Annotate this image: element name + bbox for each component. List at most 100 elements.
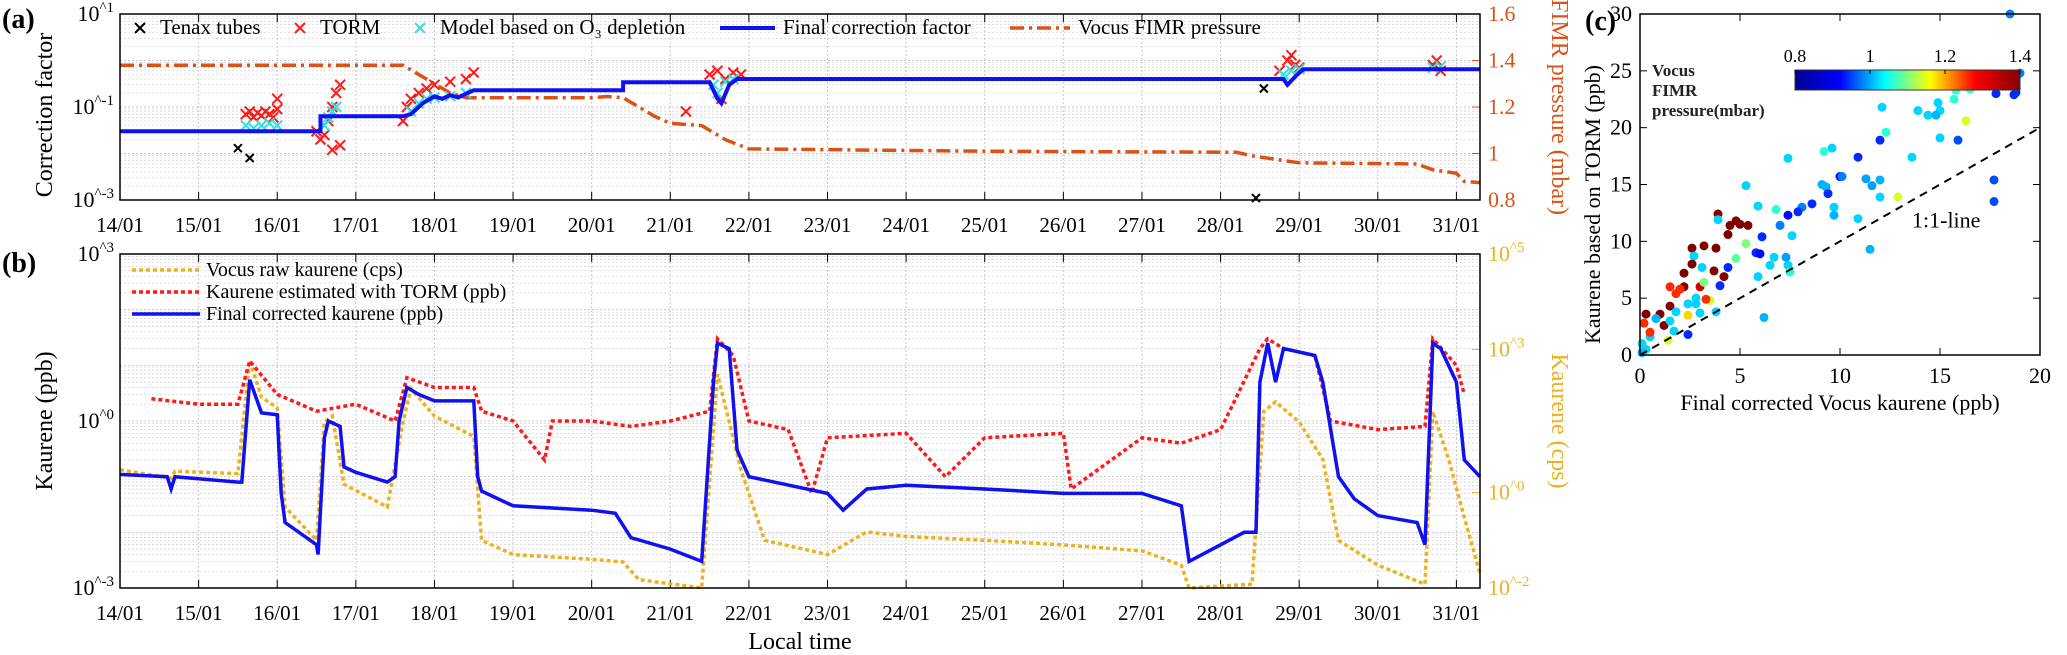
colorbar-label: Vocus [1652,61,1695,80]
scatter-point [1645,327,1655,337]
scatter-point [1787,231,1797,241]
x-tick-label: 24/01 [882,601,930,625]
panel-a-frame [119,13,1481,201]
x-tick-label: 10 [1829,363,1851,388]
scatter-point [1687,259,1697,269]
scatter-point [1699,277,1709,287]
scatter-point [1683,299,1693,309]
torm-marker [428,79,441,91]
scatter-point [1953,135,1963,145]
scatter-point [1759,312,1769,322]
torm-marker [1431,54,1443,67]
torm-marker [1285,49,1298,61]
scatter-point [1695,308,1705,318]
torm-marker [468,66,480,79]
y-axis-label-right: Kaurene (cps) [1546,353,1572,488]
panel-b-frame [119,253,1481,589]
torm-marker [326,101,338,113]
y-axis-label: Kaurene (ppb) [32,351,58,490]
panel-c-frame [1639,13,2041,356]
final-kaurene-line [119,339,1482,565]
y-tick-label-right: 1 [1488,141,1499,166]
y-tick-label: 10^0 [77,407,114,433]
x-axis-label: Local time [748,629,851,655]
scatter-point [1821,182,1831,192]
tenax-marker [245,153,255,163]
scatter-point [1829,210,1839,220]
model-marker [240,119,252,132]
y-tick-label: 25 [1610,58,1632,83]
model-marker [413,97,425,110]
torm-marker [444,75,456,88]
y-tick-label: 30 [1610,1,1632,26]
scatter-point [1807,199,1817,209]
scatter-point [1741,181,1751,191]
y-tick-label: 10^1 [77,0,114,26]
torm-marker [405,93,417,105]
colorbar-gradient [1794,69,2021,91]
scatter-point [1819,147,1829,157]
x-tick-label: 31/01 [1432,601,1480,625]
x-tick-label: 29/01 [1275,601,1323,625]
torm-marker [680,105,692,118]
x-tick-label: 19/01 [489,601,537,625]
scatter-point [1769,252,1779,262]
y-tick-label-right: 1.6 [1488,1,1516,26]
scatter-point [1651,314,1661,324]
torm-marker [703,68,716,81]
scatter-point [1989,175,1999,185]
scatter-point [1881,127,1891,137]
scatter-point [1713,215,1723,225]
x-tick-label: 18/01 [411,601,459,625]
panel-label-c: (c) [1585,6,1616,37]
scatter-point [2009,90,2019,100]
legend-torm-marker [294,22,306,34]
x-tick-label: 20/01 [568,601,616,625]
x-tick-label: 27/01 [1118,213,1166,237]
torm-marker [460,73,472,85]
scatter-point [1683,330,1693,340]
scatter-point [1877,102,1887,112]
scatter-point [1933,98,1943,108]
torm-marker [413,87,425,99]
x-tick-label: 17/01 [332,601,380,625]
x-tick-label: 19/01 [489,213,537,237]
scatter-point [1679,268,1689,278]
torm-marker [334,79,346,91]
x-axis-label: Final corrected Vocus kaurene (ppb) [1680,390,1999,415]
scatter-point [1741,239,1751,249]
colorbar-tick-label: 1.2 [1934,46,1957,66]
raw-kaurene-cps-line [119,359,1482,590]
scatter-point [1991,89,2001,99]
x-tick-label: 20/01 [568,213,616,237]
scatter-point [1771,205,1781,215]
y-tick-label-right: 0.8 [1488,187,1516,212]
panel-c-axes: 0 5 10 15 20 0 5 10 15 20 25 30 1:1-line [1610,1,2051,388]
scatter-point [1837,172,1847,182]
scatter-point [1709,266,1719,276]
scatter-point [1701,294,1711,304]
x-tick-label: 15 [1929,363,1951,388]
x-tick-label: 21/01 [646,601,694,625]
torm-marker [326,144,338,156]
torm-marker [271,103,283,115]
scatter-point [1853,152,1863,162]
scatter-point [1989,197,1999,207]
scatter-point [1755,249,1765,259]
scatter-point [1723,262,1733,272]
legend-model-label: Model based on O₃ depletion [440,15,686,39]
scatter-point [1753,201,1763,211]
y-tick-label: 15 [1610,172,1632,197]
model-marker [255,119,268,132]
x-tick-label: 15/01 [175,213,223,237]
scatter-point [1907,152,1917,162]
x-tick-label: 25/01 [961,213,1009,237]
colorbar-tick-label: 0.8 [1784,46,1807,66]
x-tick-label: 27/01 [1118,601,1166,625]
scatter-point [1691,299,1701,309]
legend-b: Vocus raw kaurene (cps)Kaurene estimated… [132,259,506,325]
x-tick-label: 31/01 [1432,213,1480,237]
scatter-point [1699,241,1709,251]
x-tick-label: 21/01 [646,213,694,237]
